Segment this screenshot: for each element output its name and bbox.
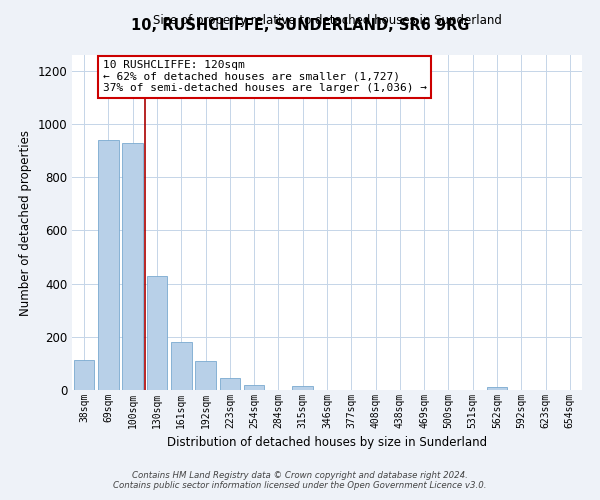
Title: Size of property relative to detached houses in Sunderland: Size of property relative to detached ho… bbox=[152, 14, 502, 28]
Bar bbox=[122, 144, 143, 390]
Bar bbox=[487, 387, 508, 390]
Bar bbox=[244, 384, 265, 390]
Text: 10 RUSHCLIFFE: 120sqm
← 62% of detached houses are smaller (1,727)
37% of semi-d: 10 RUSHCLIFFE: 120sqm ← 62% of detached … bbox=[103, 60, 427, 93]
Bar bbox=[195, 361, 216, 390]
Bar bbox=[98, 140, 119, 390]
X-axis label: Distribution of detached houses by size in Sunderland: Distribution of detached houses by size … bbox=[167, 436, 487, 450]
Text: 10, RUSHCLIFFE, SUNDERLAND, SR6 9RG: 10, RUSHCLIFFE, SUNDERLAND, SR6 9RG bbox=[131, 18, 469, 32]
Text: Contains HM Land Registry data © Crown copyright and database right 2024.
Contai: Contains HM Land Registry data © Crown c… bbox=[113, 470, 487, 490]
Bar bbox=[146, 276, 167, 390]
Bar bbox=[292, 386, 313, 390]
Bar bbox=[74, 360, 94, 390]
Y-axis label: Number of detached properties: Number of detached properties bbox=[19, 130, 32, 316]
Bar bbox=[220, 378, 240, 390]
Bar bbox=[171, 342, 191, 390]
